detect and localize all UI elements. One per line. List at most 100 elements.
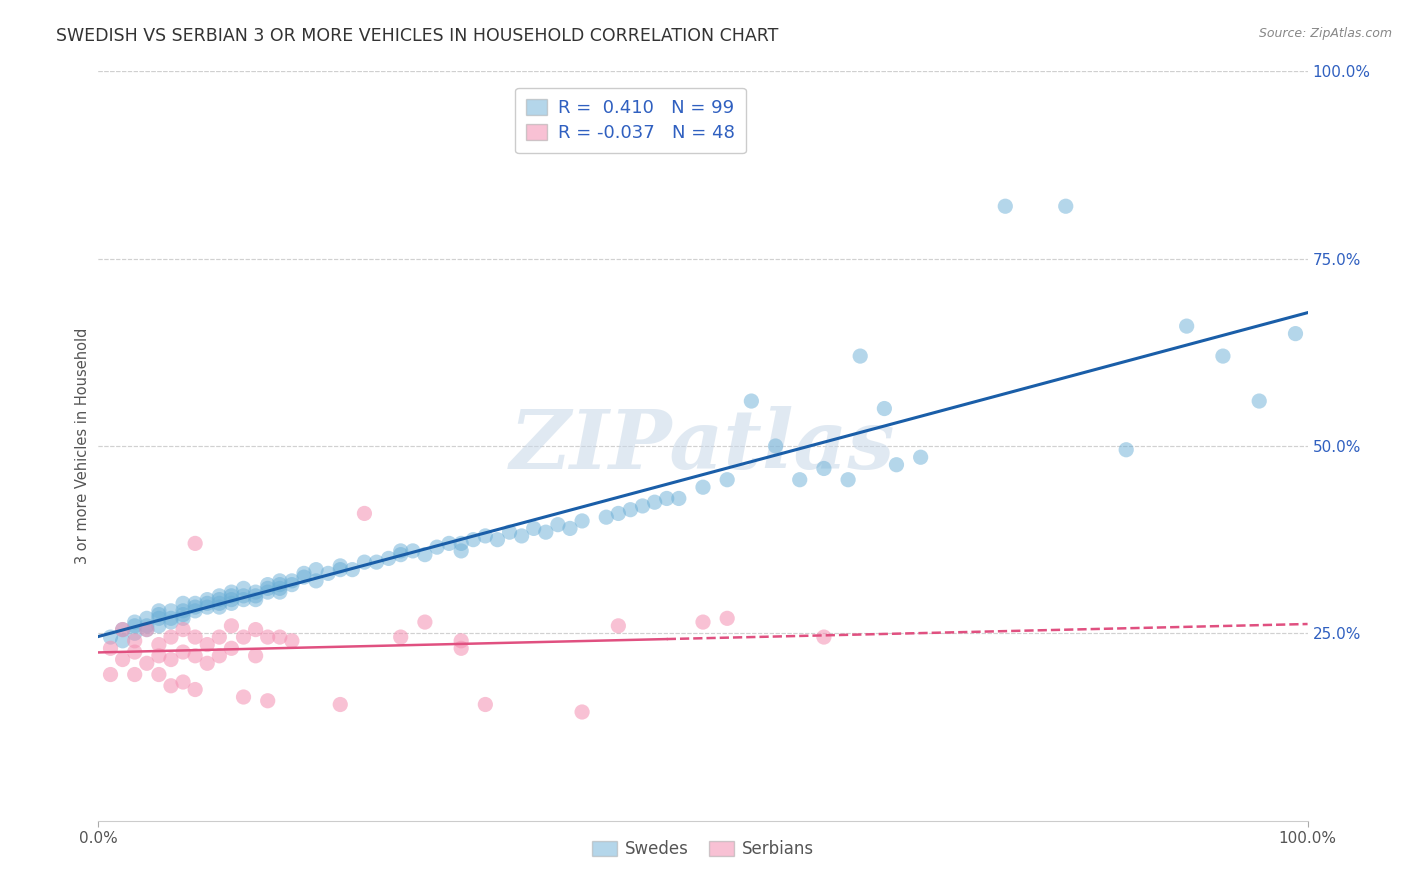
Point — [595, 510, 617, 524]
Point — [281, 633, 304, 648]
Point — [148, 648, 170, 663]
Point — [195, 596, 218, 610]
Point — [450, 633, 472, 648]
Point — [184, 596, 207, 610]
Point — [124, 633, 146, 648]
Point — [124, 626, 146, 640]
Point — [232, 589, 254, 603]
Point — [571, 705, 593, 719]
Text: Source: ZipAtlas.com: Source: ZipAtlas.com — [1258, 27, 1392, 40]
Point — [148, 667, 170, 681]
Point — [498, 525, 520, 540]
Point — [160, 679, 183, 693]
Point — [160, 652, 183, 666]
Point — [195, 657, 218, 671]
Point — [172, 675, 194, 690]
Point — [221, 596, 243, 610]
Point — [353, 507, 375, 521]
Point — [789, 473, 811, 487]
Point — [534, 525, 557, 540]
Point — [450, 544, 472, 558]
Point — [849, 349, 872, 363]
Point — [221, 589, 243, 603]
Point — [221, 641, 243, 656]
Point — [269, 582, 291, 596]
Point — [111, 623, 134, 637]
Point — [172, 611, 194, 625]
Point — [124, 667, 146, 681]
Point — [221, 592, 243, 607]
Point — [305, 563, 328, 577]
Point — [1284, 326, 1306, 341]
Point — [184, 600, 207, 615]
Point — [160, 615, 183, 629]
Point — [389, 544, 412, 558]
Point — [389, 548, 412, 562]
Point — [172, 596, 194, 610]
Point — [716, 611, 738, 625]
Point — [232, 592, 254, 607]
Point — [886, 458, 908, 472]
Point — [111, 623, 134, 637]
Point — [668, 491, 690, 506]
Point — [172, 623, 194, 637]
Point — [208, 592, 231, 607]
Point — [269, 630, 291, 644]
Point — [631, 499, 654, 513]
Point — [910, 450, 932, 465]
Point — [100, 641, 122, 656]
Point — [655, 491, 678, 506]
Point — [135, 623, 157, 637]
Point — [208, 589, 231, 603]
Point — [148, 619, 170, 633]
Point — [281, 577, 304, 591]
Point — [558, 521, 581, 535]
Point — [740, 394, 762, 409]
Point — [269, 574, 291, 588]
Point — [184, 682, 207, 697]
Point — [873, 401, 896, 416]
Point — [366, 555, 388, 569]
Point — [135, 657, 157, 671]
Point — [329, 558, 352, 573]
Point — [135, 611, 157, 625]
Point — [353, 555, 375, 569]
Point — [463, 533, 485, 547]
Point — [523, 521, 546, 535]
Point — [292, 570, 315, 584]
Point — [437, 536, 460, 550]
Point — [292, 566, 315, 581]
Point — [195, 600, 218, 615]
Point — [184, 536, 207, 550]
Point — [256, 585, 278, 599]
Point — [135, 623, 157, 637]
Point — [765, 439, 787, 453]
Point — [316, 566, 339, 581]
Point — [195, 638, 218, 652]
Point — [607, 507, 630, 521]
Point — [510, 529, 533, 543]
Point — [994, 199, 1017, 213]
Point — [160, 611, 183, 625]
Point — [208, 648, 231, 663]
Point — [111, 633, 134, 648]
Point — [245, 592, 267, 607]
Point — [256, 630, 278, 644]
Point — [232, 582, 254, 596]
Point — [148, 611, 170, 625]
Point — [148, 607, 170, 622]
Point — [389, 630, 412, 644]
Point — [184, 648, 207, 663]
Point — [692, 615, 714, 629]
Point — [148, 604, 170, 618]
Point — [221, 585, 243, 599]
Point — [377, 551, 399, 566]
Point — [474, 529, 496, 543]
Point — [172, 607, 194, 622]
Point — [245, 648, 267, 663]
Point — [329, 698, 352, 712]
Point — [837, 473, 859, 487]
Point — [208, 630, 231, 644]
Point — [607, 619, 630, 633]
Point — [172, 604, 194, 618]
